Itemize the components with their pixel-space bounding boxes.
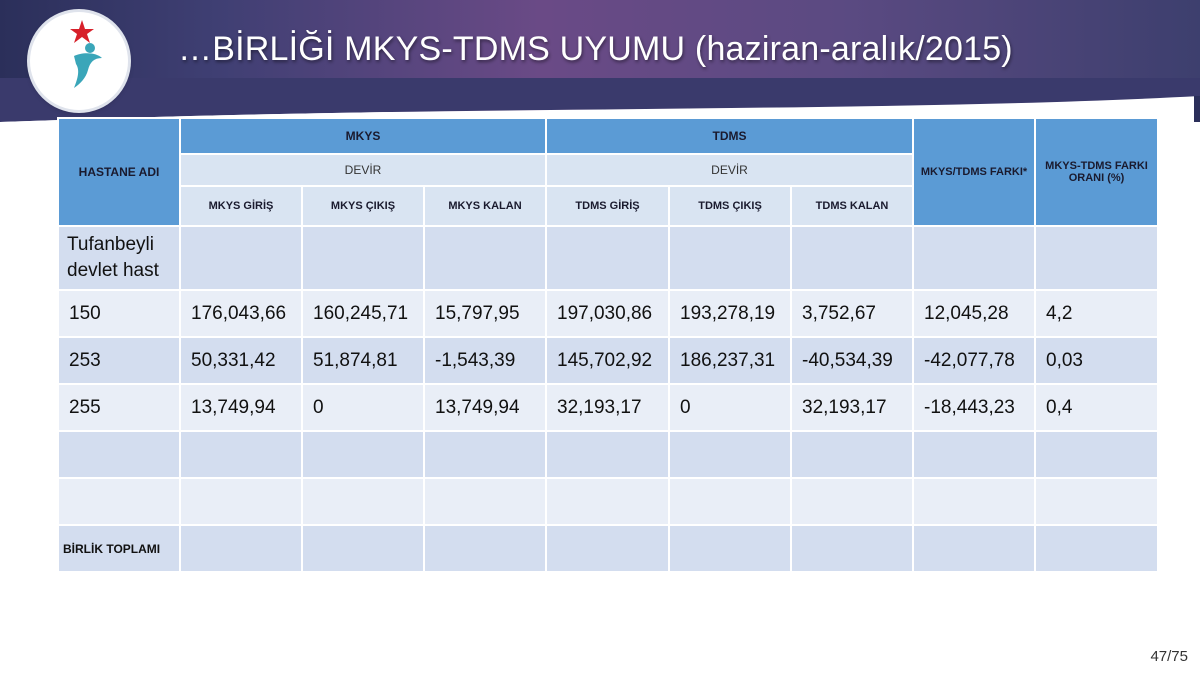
table-cell: 13,749,94	[179, 383, 303, 432]
table-cell: 0	[301, 383, 425, 432]
table-row: 255 13,749,94 0 13,749,94 32,193,17 0 32…	[57, 383, 1160, 432]
header-oran: MKYS-TDMS FARKI ORANI (%)	[1034, 117, 1160, 227]
table-cell: -40,534,39	[790, 336, 915, 385]
table-cell: 160,245,71	[301, 289, 425, 338]
hospital-name: Tufanbeyli devlet hast	[57, 225, 181, 291]
table-cell: 3,752,67	[790, 289, 915, 338]
table-cell: 176,043,66	[179, 289, 303, 338]
table-row-total: BİRLİK TOPLAMI	[57, 524, 1160, 573]
table-cell: 197,030,86	[545, 289, 671, 338]
table-row: Tufanbeyli devlet hast	[57, 225, 1160, 291]
table-cell: 51,874,81	[301, 336, 425, 385]
table-cell: 50,331,42	[179, 336, 303, 385]
table-cell: -42,077,78	[912, 336, 1037, 385]
col-tdms-giris: TDMS GİRİŞ	[545, 185, 671, 227]
corner-bar	[1194, 96, 1200, 122]
total-label: BİRLİK TOPLAMI	[57, 524, 181, 573]
ministry-logo	[30, 12, 128, 110]
col-mkys-cikis: MKYS ÇIKIŞ	[301, 185, 425, 227]
table-row: 150 176,043,66 160,245,71 15,797,95 197,…	[57, 289, 1160, 338]
devir-tdms: DEVİR	[545, 153, 915, 187]
table-cell: 255	[57, 383, 181, 432]
slide-title: …BİRLİĞİ MKYS-TDMS UYUMU (haziran-aralık…	[178, 30, 1013, 68]
table-cell: 253	[57, 336, 181, 385]
table-cell: -1,543,39	[422, 336, 548, 385]
table-cell: 12,045,28	[912, 289, 1037, 338]
col-mkys-kalan: MKYS KALAN	[422, 185, 548, 227]
col-mkys-giris: MKYS GİRİŞ	[179, 185, 303, 227]
table-cell: 150	[57, 289, 181, 338]
table-cell: 186,237,31	[668, 336, 793, 385]
header-hastane-adi: HASTANE ADI	[57, 117, 181, 227]
table-cell: 0	[668, 383, 793, 432]
logo-icon	[49, 20, 114, 90]
devir-mkys: DEVİR	[178, 153, 548, 187]
table-row-empty	[57, 430, 1160, 479]
table-cell: -18,443,23	[912, 383, 1037, 432]
col-tdms-kalan: TDMS KALAN	[790, 185, 915, 227]
hospital-data-table: HASTANE ADI MKYS TDMS MKYS/TDMS FARKI* M…	[57, 117, 1160, 573]
table-cell: 32,193,17	[545, 383, 671, 432]
table-row-empty	[57, 477, 1160, 526]
table-cell: 193,278,19	[668, 289, 793, 338]
table-cell: 0,03	[1034, 336, 1160, 385]
table-row: 253 50,331,42 51,874,81 -1,543,39 145,70…	[57, 336, 1160, 385]
col-tdms-cikis: TDMS ÇIKIŞ	[668, 185, 793, 227]
table-cell: 4,2	[1034, 289, 1160, 338]
page-number: 47/75	[1150, 648, 1188, 665]
table-cell: 15,797,95	[422, 289, 548, 338]
table-cell: 145,702,92	[545, 336, 671, 385]
header-fark: MKYS/TDMS FARKI*	[912, 117, 1037, 227]
table-cell: 32,193,17	[790, 383, 915, 432]
header-tdms: TDMS	[545, 117, 915, 155]
header-mkys: MKYS	[178, 117, 548, 155]
table-cell: 13,749,94	[422, 383, 548, 432]
table-cell: 0,4	[1034, 383, 1160, 432]
